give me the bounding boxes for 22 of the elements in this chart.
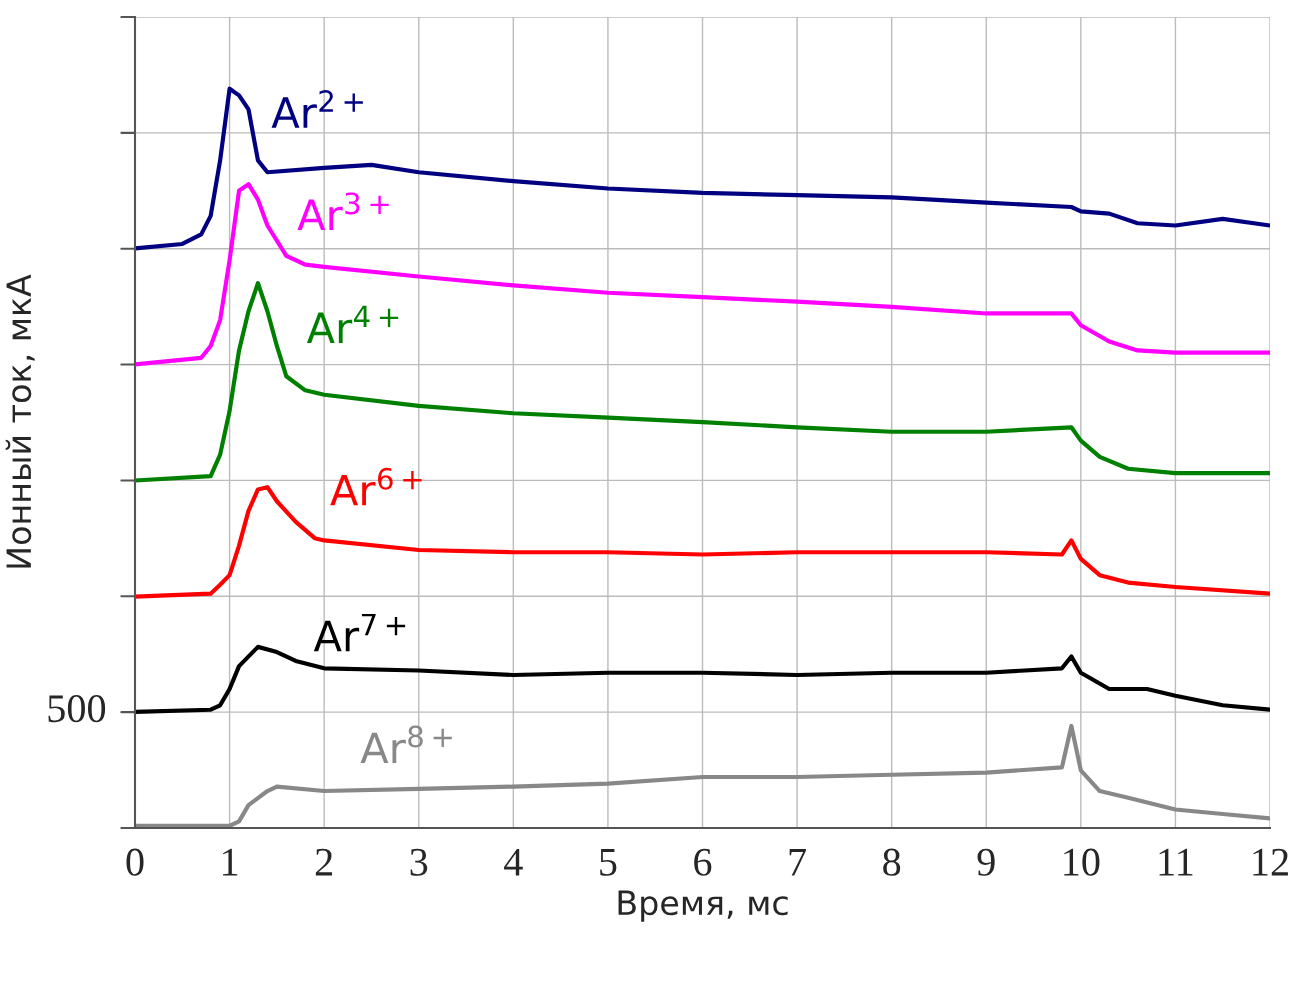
x-tick-label: 7 (789, 849, 806, 876)
x-tick-label: 10 (1064, 848, 1100, 876)
y-axis-title: Ионный ток, мкА (5, 274, 35, 568)
x-tick-label: 8 (883, 848, 901, 876)
x-tick-label: 1 (223, 848, 238, 876)
x-tick-label: 6 (694, 848, 712, 876)
x-tick-label: 4 (504, 848, 523, 876)
series-label: Ar$^{2+}$ (271, 90, 363, 128)
x-axis-title: Время, мс (618, 890, 788, 922)
x-tick-label: 2 (315, 848, 333, 876)
x-tick-label: 5 (600, 849, 617, 876)
x-tick-label: 0 (126, 848, 144, 876)
series-label: Ar$^{7+}$ (313, 613, 406, 652)
series-label: Ar$^{6+}$ (330, 467, 422, 506)
text: 500 (48, 695, 106, 723)
series-label: Ar$^{8+}$ (360, 725, 452, 764)
x-tick-label: 11 (1159, 848, 1193, 876)
x-tick-label: 9 (977, 848, 995, 876)
series-label: Ar$^{4+}$ (306, 305, 399, 343)
series-label: Ar$^{3+}$ (297, 192, 389, 230)
x-tick-label: 3 (410, 848, 428, 876)
x-tick-label: 12 (1253, 848, 1288, 876)
